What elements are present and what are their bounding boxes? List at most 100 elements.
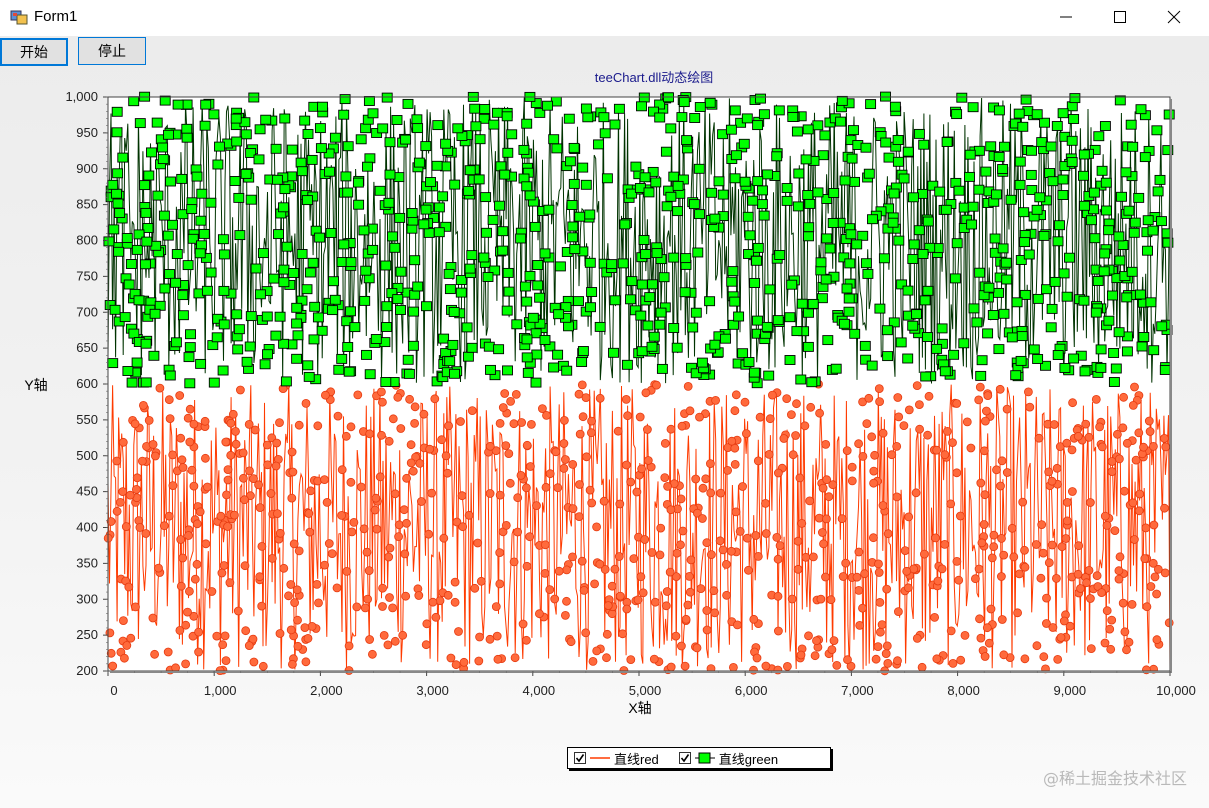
series-red-point <box>874 384 884 394</box>
series-red-point <box>826 595 836 605</box>
series-red-point <box>1095 422 1104 432</box>
series-red-point <box>189 611 199 621</box>
series-red-point <box>217 568 227 578</box>
series-green-point <box>389 242 401 253</box>
series-red-point <box>796 650 806 660</box>
series-red-point <box>702 606 712 615</box>
series-red-point <box>349 518 359 527</box>
series-green-point <box>762 169 773 180</box>
series-red-point <box>801 552 811 562</box>
series-green-point <box>253 154 265 165</box>
series-green-point <box>421 301 432 312</box>
series-green-point <box>781 195 793 206</box>
series-green-point <box>1045 322 1057 333</box>
series-red-point <box>980 652 990 661</box>
series-red-point <box>225 578 235 587</box>
series-green-point <box>934 186 946 197</box>
window-title: Form1 <box>34 8 78 25</box>
series-green-point <box>260 114 272 125</box>
series-green-point <box>497 226 509 237</box>
series-red-point <box>956 511 965 521</box>
series-red-point <box>738 482 747 491</box>
series-green-point <box>892 156 904 167</box>
series-red-point <box>904 405 914 415</box>
series-red-point <box>980 446 989 456</box>
series-green-point <box>162 230 174 241</box>
series-red-point <box>753 552 763 561</box>
series-red-point <box>467 406 477 416</box>
series-red-point <box>137 456 147 466</box>
close-button[interactable] <box>1151 0 1197 34</box>
minimize-icon <box>1060 16 1072 18</box>
series-red-point <box>692 643 702 653</box>
minimize-button[interactable] <box>1043 0 1089 34</box>
series-red-point <box>685 406 695 416</box>
series-green-point <box>304 267 316 278</box>
stop-button[interactable]: 停止 <box>78 37 146 65</box>
series-red-point <box>643 456 653 465</box>
series-red-point <box>168 481 178 491</box>
series-red-point <box>652 380 661 390</box>
series-red-point <box>1107 615 1117 625</box>
start-button[interactable]: 开始 <box>0 38 68 66</box>
series-green-point <box>278 264 290 275</box>
series-red-point <box>1056 633 1066 642</box>
series-green-point <box>163 129 174 140</box>
series-red-point <box>997 456 1007 466</box>
title-bar: Form1 <box>0 0 1209 36</box>
series-green-point <box>273 229 284 240</box>
series-red-point <box>566 637 576 647</box>
legend-checkbox-green[interactable] <box>678 752 691 764</box>
legend-item-red[interactable]: 直线red <box>574 749 659 768</box>
series-green-point <box>159 95 171 106</box>
series-red-point <box>815 408 824 418</box>
legend-checkbox-red[interactable] <box>574 752 586 764</box>
series-red-point <box>106 517 116 526</box>
series-red-point <box>240 561 250 571</box>
series-red-point <box>662 587 672 596</box>
series-green-point <box>720 333 731 344</box>
series-red-point <box>485 489 495 498</box>
series-red-point <box>656 523 666 533</box>
series-red-point <box>793 536 803 546</box>
series-green-point <box>841 283 853 294</box>
series-red-point <box>540 569 550 578</box>
series-red-point <box>779 434 789 443</box>
series-red-point <box>305 527 315 537</box>
series-red-point <box>1114 574 1124 584</box>
series-green-point <box>552 349 564 360</box>
series-red-point <box>615 499 625 509</box>
series-red-point <box>470 583 480 593</box>
series-red-point <box>698 483 708 493</box>
series-green-point <box>1005 194 1017 205</box>
series-red-point <box>610 564 620 574</box>
series-red-point <box>431 612 441 622</box>
series-red-point <box>940 540 950 549</box>
close-icon <box>1167 10 1181 24</box>
series-red-point <box>425 444 435 454</box>
series-green-point <box>951 109 963 120</box>
series-red-point <box>613 426 623 436</box>
series-green-point <box>742 211 754 222</box>
series-red-point <box>249 474 258 484</box>
series-green-point <box>280 376 292 387</box>
series-green-point <box>665 123 677 134</box>
series-red-point <box>940 450 950 460</box>
series-red-point <box>411 452 421 462</box>
legend-item-green[interactable]: 直线green <box>678 749 778 768</box>
series-green-point <box>835 116 847 127</box>
series-green-point <box>577 162 589 173</box>
series-red-point <box>871 654 881 664</box>
series-red-point <box>120 653 129 663</box>
series-red-point <box>716 488 726 498</box>
series-green-point <box>851 239 863 250</box>
series-red-point <box>377 430 386 440</box>
series-red-point <box>1047 476 1057 486</box>
series-red-point <box>1031 540 1041 549</box>
series-green-point <box>358 225 370 236</box>
series-red-point <box>1106 644 1116 654</box>
maximize-button[interactable] <box>1097 0 1143 34</box>
series-red-point <box>575 480 584 489</box>
series-red-point <box>892 492 902 502</box>
series-red-point <box>841 558 851 568</box>
